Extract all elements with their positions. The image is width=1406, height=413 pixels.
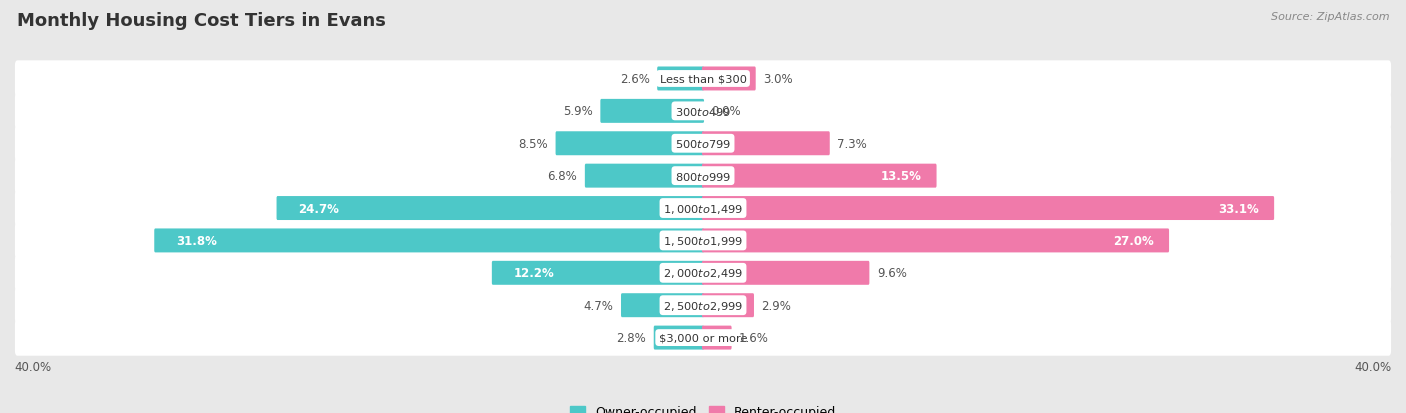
Text: 7.3%: 7.3% [838, 138, 868, 150]
FancyBboxPatch shape [15, 190, 1391, 227]
FancyBboxPatch shape [702, 132, 830, 156]
FancyBboxPatch shape [702, 67, 755, 91]
FancyBboxPatch shape [15, 126, 1391, 162]
FancyBboxPatch shape [600, 100, 704, 123]
Text: $3,000 or more: $3,000 or more [659, 333, 747, 343]
Text: 8.5%: 8.5% [519, 138, 548, 150]
FancyBboxPatch shape [15, 255, 1391, 291]
Text: 0.0%: 0.0% [711, 105, 741, 118]
FancyBboxPatch shape [657, 67, 704, 91]
Text: 2.9%: 2.9% [762, 299, 792, 312]
FancyBboxPatch shape [702, 197, 1274, 221]
Text: 2.8%: 2.8% [616, 331, 647, 344]
Text: 27.0%: 27.0% [1114, 234, 1154, 247]
Text: $2,500 to $2,999: $2,500 to $2,999 [664, 299, 742, 312]
Text: 6.8%: 6.8% [547, 170, 578, 183]
FancyBboxPatch shape [702, 261, 869, 285]
Text: $1,500 to $1,999: $1,500 to $1,999 [664, 234, 742, 247]
FancyBboxPatch shape [654, 326, 704, 350]
FancyBboxPatch shape [585, 164, 704, 188]
FancyBboxPatch shape [492, 261, 704, 285]
Text: $800 to $999: $800 to $999 [675, 170, 731, 182]
Text: 2.6%: 2.6% [620, 73, 650, 86]
Text: 3.0%: 3.0% [763, 73, 793, 86]
FancyBboxPatch shape [621, 294, 704, 318]
FancyBboxPatch shape [15, 93, 1391, 130]
Text: 24.7%: 24.7% [298, 202, 339, 215]
Text: 40.0%: 40.0% [1355, 360, 1392, 373]
FancyBboxPatch shape [277, 197, 704, 221]
FancyBboxPatch shape [555, 132, 704, 156]
Text: $1,000 to $1,499: $1,000 to $1,499 [664, 202, 742, 215]
FancyBboxPatch shape [15, 320, 1391, 356]
Legend: Owner-occupied, Renter-occupied: Owner-occupied, Renter-occupied [565, 401, 841, 413]
Text: 12.2%: 12.2% [513, 267, 554, 280]
Text: Less than $300: Less than $300 [659, 74, 747, 84]
FancyBboxPatch shape [702, 326, 731, 350]
FancyBboxPatch shape [15, 287, 1391, 323]
Text: 1.6%: 1.6% [740, 331, 769, 344]
Text: 13.5%: 13.5% [882, 170, 922, 183]
Text: 31.8%: 31.8% [176, 234, 217, 247]
FancyBboxPatch shape [15, 158, 1391, 194]
Text: Source: ZipAtlas.com: Source: ZipAtlas.com [1271, 12, 1389, 22]
FancyBboxPatch shape [155, 229, 704, 253]
Text: 33.1%: 33.1% [1219, 202, 1260, 215]
Text: $500 to $799: $500 to $799 [675, 138, 731, 150]
Text: $2,000 to $2,499: $2,000 to $2,499 [664, 267, 742, 280]
FancyBboxPatch shape [702, 229, 1168, 253]
Text: $300 to $499: $300 to $499 [675, 106, 731, 118]
Text: 4.7%: 4.7% [583, 299, 613, 312]
Text: Monthly Housing Cost Tiers in Evans: Monthly Housing Cost Tiers in Evans [17, 12, 385, 30]
FancyBboxPatch shape [15, 61, 1391, 97]
FancyBboxPatch shape [702, 294, 754, 318]
Text: 5.9%: 5.9% [562, 105, 593, 118]
FancyBboxPatch shape [702, 164, 936, 188]
Text: 9.6%: 9.6% [877, 267, 907, 280]
Text: 40.0%: 40.0% [14, 360, 51, 373]
FancyBboxPatch shape [15, 223, 1391, 259]
